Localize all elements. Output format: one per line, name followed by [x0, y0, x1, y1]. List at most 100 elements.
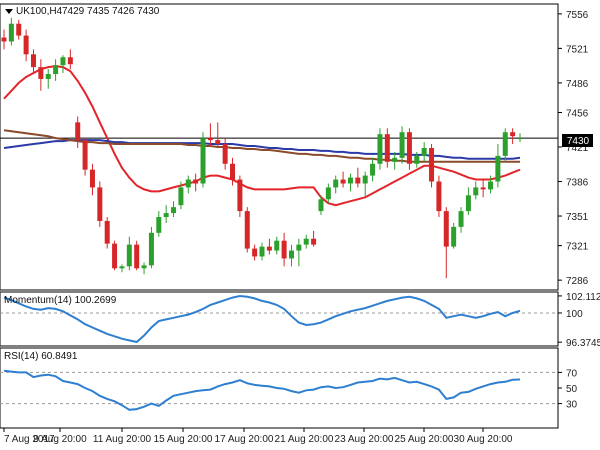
- price-panel: 7556 7521 7486 7456 7421 7386 7351 7321 7286 743…: [0, 3, 593, 291]
- price-y-axis: 7556 7521 7486 7456 7421 7386 7351 7321 7286: [558, 10, 589, 287]
- rsi-reference-lines: [0, 371, 558, 405]
- sma-fast-line: [3, 65, 521, 207]
- candle: [488, 175, 494, 194]
- candle: [502, 128, 508, 162]
- price-y-tick-label: 7286: [566, 276, 589, 287]
- candle: [53, 59, 59, 81]
- last-price-tag: 7430: [562, 134, 593, 147]
- candle-body: [451, 226, 457, 247]
- candle: [163, 205, 169, 223]
- candle: [421, 142, 427, 162]
- candle-body: [370, 163, 376, 176]
- candle-body: [414, 155, 420, 164]
- candle-body: [406, 132, 412, 164]
- price-y-tick-label: 7421: [566, 143, 589, 154]
- candle-body: [207, 138, 213, 141]
- candle-body: [458, 211, 464, 227]
- candle: [97, 181, 103, 227]
- last-price-label: 7430: [567, 136, 590, 147]
- candle-body: [318, 199, 324, 212]
- candle: [30, 49, 36, 74]
- candle-body: [473, 187, 479, 196]
- candle-body: [119, 266, 125, 269]
- candle: [89, 163, 95, 196]
- candle-body: [67, 57, 73, 65]
- momentum-series: [3, 294, 521, 344]
- candle: [377, 128, 383, 170]
- rsi-line: [3, 369, 521, 411]
- candle-body: [436, 181, 442, 212]
- candle: [311, 230, 317, 247]
- candle: [274, 236, 280, 255]
- candle: [23, 29, 29, 62]
- candle: [112, 240, 118, 271]
- x-tick-label: 30 Aug 20:00: [454, 434, 513, 445]
- candle-body: [392, 157, 398, 162]
- price-y-tick-label: 7351: [566, 212, 589, 223]
- candle-body: [53, 65, 59, 75]
- candle-body: [237, 179, 243, 212]
- momentum-panel: 102.1129 100 96.3745 Momentum(14) 100.2699: [0, 291, 600, 349]
- candle-body: [488, 181, 494, 190]
- candle-body: [30, 54, 36, 68]
- candle: [45, 69, 51, 89]
- candle: [8, 17, 14, 46]
- candle-body: [325, 187, 331, 200]
- momentum-y-tick-label: 100: [566, 309, 583, 320]
- candle: [465, 187, 471, 216]
- candle: [392, 151, 398, 170]
- candle: [244, 207, 250, 253]
- candle-body: [60, 57, 66, 66]
- price-y-tick-label: 7486: [566, 79, 589, 90]
- candle-body: [281, 240, 287, 259]
- candle: [318, 195, 324, 216]
- candle-body: [303, 238, 309, 245]
- candle-body: [266, 246, 272, 251]
- candle: [296, 238, 302, 267]
- candle-body: [171, 207, 177, 214]
- rsi-y-tick-label: 50: [566, 384, 578, 395]
- x-tick-label: 23 Aug 20:00: [335, 434, 394, 445]
- candle: [347, 173, 353, 192]
- candle-body: [178, 187, 184, 206]
- candle: [517, 133, 523, 143]
- candle-body: [333, 179, 339, 188]
- candle: [215, 122, 221, 148]
- candle-body: [97, 187, 103, 221]
- rsi-y-tick-label: 70: [566, 368, 578, 379]
- candle: [355, 167, 361, 188]
- candle: [443, 207, 449, 279]
- candle-body: [141, 265, 147, 269]
- candle-body: [222, 144, 228, 164]
- candle: [60, 55, 66, 74]
- dropdown-arrow-icon[interactable]: [5, 9, 13, 14]
- candle: [399, 126, 405, 164]
- candle: [104, 217, 110, 249]
- momentum-title: Momentum(14) 100.2699: [4, 295, 117, 306]
- x-tick-label: 15 Aug 20:00: [154, 434, 213, 445]
- candle-body: [252, 248, 258, 257]
- candle-body: [156, 217, 162, 233]
- candle: [119, 264, 125, 273]
- symbol-title: UK100,H4: [16, 6, 63, 17]
- candle-body: [421, 147, 427, 156]
- candle-body: [347, 177, 353, 184]
- rsi-y-tick-label: 30: [566, 400, 578, 411]
- candle: [436, 175, 442, 218]
- candle: [495, 144, 501, 188]
- candle: [414, 151, 420, 168]
- candle: [230, 157, 236, 186]
- candle: [178, 181, 184, 210]
- price-y-tick-label: 7386: [566, 178, 589, 189]
- candle-body: [89, 169, 95, 188]
- candle-body: [495, 155, 501, 182]
- candle-body: [200, 138, 206, 184]
- candle: [281, 232, 287, 267]
- candle-body: [355, 177, 361, 184]
- candle-body: [8, 23, 14, 42]
- candle: [384, 128, 390, 168]
- candle: [370, 157, 376, 182]
- candle: [303, 234, 309, 249]
